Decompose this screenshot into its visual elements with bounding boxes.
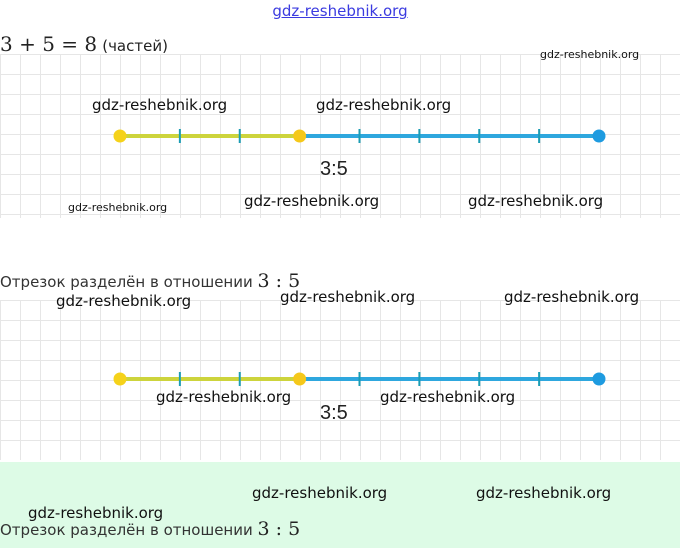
- watermark: gdz-reshebnik.org: [68, 201, 168, 214]
- watermark: gdz-reshebnik.org: [92, 96, 228, 114]
- answer-text: Отрезок разделён в отношении: [0, 521, 253, 539]
- statement-1-math: 3 : 5: [257, 270, 301, 292]
- watermark: gdz-reshebnik.org: [156, 388, 292, 406]
- watermark: gdz-reshebnik.org: [252, 484, 388, 502]
- parts-equation: 3 + 5 = 8 (частей): [0, 32, 168, 56]
- answer-statement: Отрезок разделён в отношении 3 : 5: [0, 518, 300, 540]
- segment-end-point: [592, 372, 606, 386]
- watermark: gdz-reshebnik.org: [476, 484, 612, 502]
- statement-1: Отрезок разделён в отношении 3 : 5: [0, 270, 300, 292]
- segment-diagram-1: [113, 129, 606, 143]
- watermark: gdz-reshebnik.org: [380, 388, 516, 406]
- segment-start-point: [113, 129, 127, 143]
- segment-start-point: [113, 372, 127, 386]
- ratio-label-1: 3:5: [320, 158, 348, 180]
- site-header-link[interactable]: gdz-reshebnik.org: [272, 2, 408, 20]
- watermark: gdz-reshebnik.org: [540, 48, 640, 61]
- statement-1-text: Отрезок разделён в отношении: [0, 273, 253, 291]
- equation-note: (частей): [102, 37, 168, 55]
- segment-end-point: [592, 129, 606, 143]
- watermark: gdz-reshebnik.org: [28, 504, 164, 522]
- ratio-label-2: 3:5: [320, 402, 348, 424]
- watermark: gdz-reshebnik.org: [56, 292, 192, 310]
- segment-diagram-2: [113, 372, 606, 386]
- watermark: gdz-reshebnik.org: [280, 288, 416, 306]
- watermark: gdz-reshebnik.org: [468, 192, 604, 210]
- answer-panel: [0, 462, 680, 548]
- equation-math: 3 + 5 = 8: [0, 32, 98, 56]
- watermark: gdz-reshebnik.org: [316, 96, 452, 114]
- watermark: gdz-reshebnik.org: [244, 192, 380, 210]
- watermark: gdz-reshebnik.org: [504, 288, 640, 306]
- answer-math: 3 : 5: [257, 518, 301, 540]
- segment-split-point: [293, 129, 307, 143]
- segment-split-point: [293, 372, 307, 386]
